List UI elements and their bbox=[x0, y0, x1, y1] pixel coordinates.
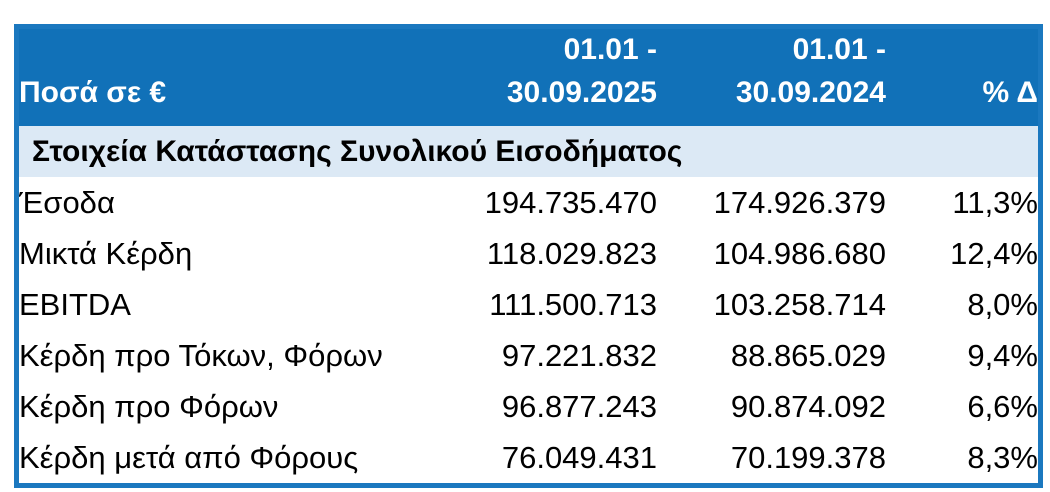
delta-value: 9,4% bbox=[886, 330, 1038, 382]
value-2024: 90.874.092 bbox=[657, 381, 886, 433]
section-header-row: Στοιχεία Κατάστασης Συνολικού Εισοδήματο… bbox=[19, 126, 1038, 178]
value-2024: 174.926.379 bbox=[657, 177, 886, 229]
delta-value: 11,3% bbox=[886, 177, 1038, 229]
value-2024: 70.199.378 bbox=[657, 432, 886, 484]
financial-results-table: Ποσά σε € 01.01 - 30.09.2025 01.01 - 30.… bbox=[14, 24, 1043, 489]
value-2024: 104.986.680 bbox=[657, 228, 886, 280]
row-label: Κέρδη προ Φόρων bbox=[19, 381, 400, 433]
table-row-ebitda: EBITDA 111.500.713 103.258.714 8,0% bbox=[19, 279, 1038, 331]
table-header-row: Ποσά σε € 01.01 - 30.09.2025 01.01 - 30.… bbox=[19, 29, 1038, 127]
value-2025: 118.029.823 bbox=[400, 228, 657, 280]
section-title: Στοιχεία Κατάστασης Συνολικού Εισοδήματο… bbox=[19, 126, 1038, 178]
delta-value: 6,6% bbox=[886, 381, 1038, 433]
value-2025: 194.735.470 bbox=[400, 177, 657, 229]
value-2025: 111.500.713 bbox=[400, 279, 657, 331]
row-label: Μικτά Κέρδη bbox=[19, 228, 400, 280]
row-label: EBITDA bbox=[19, 279, 400, 331]
delta-value: 8,0% bbox=[886, 279, 1038, 331]
row-label: Έσοδα bbox=[19, 177, 400, 229]
header-amounts-label: Ποσά σε € bbox=[19, 29, 400, 127]
table-row-gross-profit: Μικτά Κέρδη 118.029.823 104.986.680 12,4… bbox=[19, 228, 1038, 280]
row-label: Κέρδη προ Τόκων, Φόρων bbox=[19, 330, 400, 382]
header-period-2024-line1: 01.01 - bbox=[792, 33, 886, 66]
value-2025: 96.877.243 bbox=[400, 381, 657, 433]
table-row-profit-before-tax: Κέρδη προ Φόρων 96.877.243 90.874.092 6,… bbox=[19, 381, 1038, 433]
value-2025: 76.049.431 bbox=[400, 432, 657, 484]
header-period-2025: 01.01 - 30.09.2025 bbox=[400, 29, 657, 127]
header-delta-label: % Δ bbox=[886, 29, 1038, 127]
value-2024: 88.865.029 bbox=[657, 330, 886, 382]
table-row-profit-after-tax: Κέρδη μετά από Φόρους 76.049.431 70.199.… bbox=[19, 432, 1038, 484]
table-row-ebit: Κέρδη προ Τόκων, Φόρων 97.221.832 88.865… bbox=[19, 330, 1038, 382]
header-period-2025-line2: 30.09.2025 bbox=[506, 75, 657, 109]
table-row-revenue: Έσοδα 194.735.470 174.926.379 11,3% bbox=[19, 177, 1038, 229]
header-period-2024-line2: 30.09.2024 bbox=[735, 75, 886, 109]
row-label: Κέρδη μετά από Φόρους bbox=[19, 432, 400, 484]
header-period-2025-line1: 01.01 - bbox=[563, 33, 657, 66]
delta-value: 8,3% bbox=[886, 432, 1038, 484]
value-2024: 103.258.714 bbox=[657, 279, 886, 331]
delta-value: 12,4% bbox=[886, 228, 1038, 280]
header-period-2024: 01.01 - 30.09.2024 bbox=[657, 29, 886, 127]
value-2025: 97.221.832 bbox=[400, 330, 657, 382]
